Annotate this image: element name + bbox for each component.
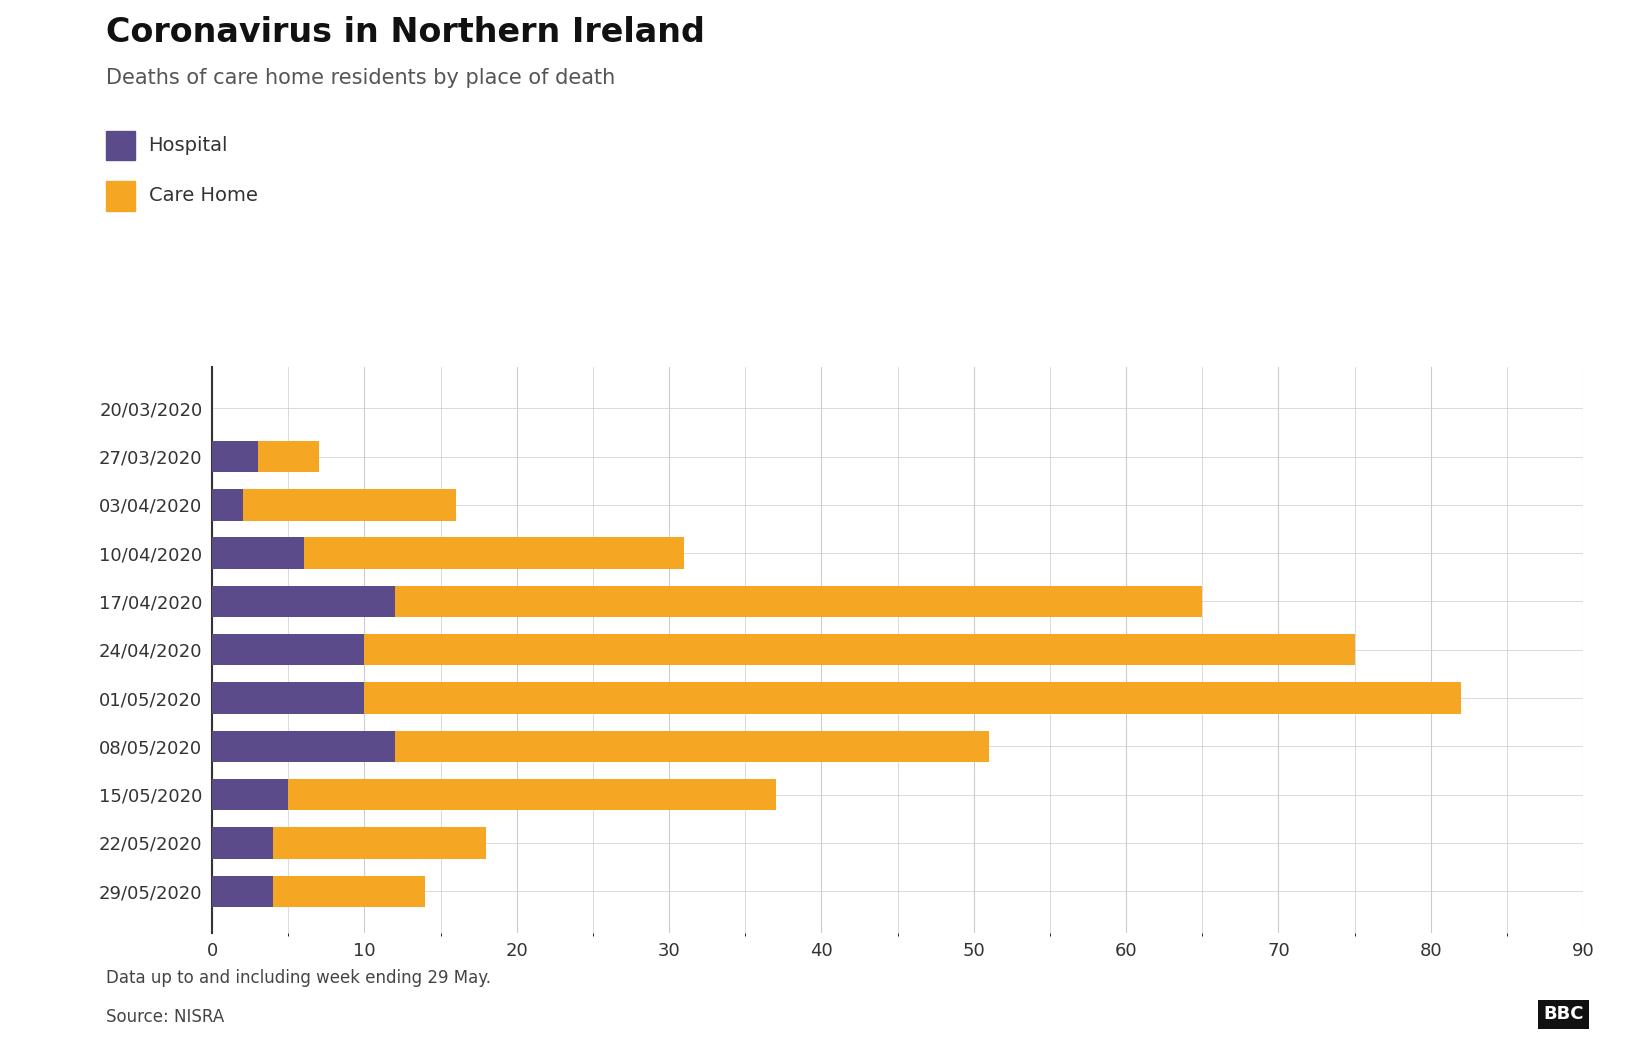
- Bar: [212, 538, 304, 569]
- Text: BBC: BBC: [1544, 1005, 1583, 1024]
- Bar: [212, 586, 395, 617]
- Text: Deaths of care home residents by place of death: Deaths of care home residents by place o…: [106, 68, 615, 88]
- Bar: [212, 489, 243, 521]
- Bar: [212, 779, 289, 810]
- Text: Care Home: Care Home: [149, 187, 258, 205]
- Bar: [212, 875, 273, 907]
- Bar: [212, 730, 395, 762]
- Bar: [304, 538, 684, 569]
- Bar: [212, 441, 258, 473]
- Text: Source: NISRA: Source: NISRA: [106, 1008, 224, 1026]
- Bar: [364, 682, 1461, 714]
- Bar: [364, 634, 1355, 665]
- Text: Data up to and including week ending 29 May.: Data up to and including week ending 29 …: [106, 969, 491, 987]
- Bar: [212, 634, 364, 665]
- Text: Hospital: Hospital: [149, 136, 228, 155]
- Bar: [273, 827, 486, 858]
- Bar: [212, 682, 364, 714]
- Bar: [273, 875, 426, 907]
- Bar: [212, 827, 273, 858]
- Bar: [395, 586, 1203, 617]
- Text: Coronavirus in Northern Ireland: Coronavirus in Northern Ireland: [106, 16, 705, 48]
- Bar: [395, 730, 989, 762]
- Bar: [243, 489, 455, 521]
- Bar: [258, 441, 318, 473]
- Bar: [289, 779, 775, 810]
